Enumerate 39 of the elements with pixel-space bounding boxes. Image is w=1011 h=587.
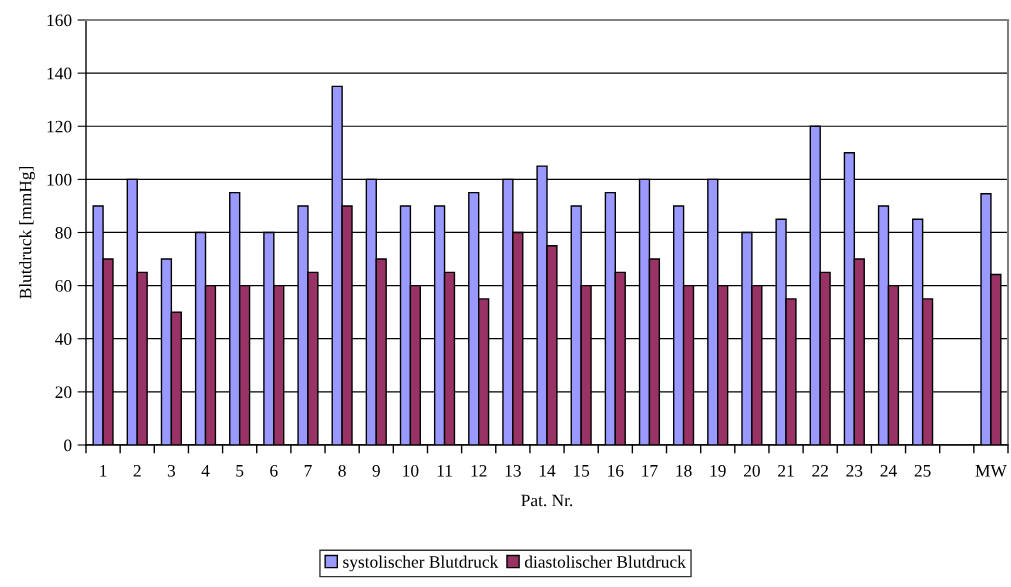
y-tick-label: 80 xyxy=(55,226,72,239)
x-tick-label: 19 xyxy=(710,465,726,477)
x-tick-label: 22 xyxy=(812,465,828,477)
y-axis-title: Blutdruck [mmHg] xyxy=(19,167,35,299)
x-tick-label: 15 xyxy=(573,465,590,477)
x-tick-label: 21 xyxy=(778,465,794,477)
x-tick-label: MW xyxy=(975,465,1007,477)
legend-label: diastolischer Blutdruck xyxy=(524,555,686,568)
x-tick-label: 23 xyxy=(846,465,863,477)
y-tick-label: 20 xyxy=(55,386,72,399)
x-tick-label: 3 xyxy=(167,465,176,477)
x-tick-label: 11 xyxy=(437,465,452,477)
x-tick-label: 24 xyxy=(880,465,897,477)
x-tick-label: 7 xyxy=(304,465,312,477)
x-tick-label: 14 xyxy=(539,465,556,477)
x-tick-label: 25 xyxy=(914,465,931,477)
x-tick-label: 13 xyxy=(505,465,521,477)
y-tick-label: 60 xyxy=(55,280,72,292)
x-tick-label: 9 xyxy=(372,465,380,477)
y-tick-label: 140 xyxy=(47,67,72,80)
x-tick-label: 8 xyxy=(338,464,346,477)
x-tick-label: 12 xyxy=(471,465,487,477)
legend-label: systolischer Blutdruck xyxy=(343,555,499,572)
y-tick-label: 40 xyxy=(55,333,72,345)
x-tick-label: 4 xyxy=(201,465,210,477)
y-tick-label: 100 xyxy=(47,173,72,186)
x-tick-label: 17 xyxy=(642,465,658,477)
x-tick-label: 5 xyxy=(236,465,244,477)
y-tick-label: 0 xyxy=(64,439,72,452)
x-tick-label: 18 xyxy=(676,464,692,477)
x-tick-label: 20 xyxy=(743,464,760,477)
x-tick-label: 1 xyxy=(100,465,107,477)
x-axis-title: Pat. Nr. xyxy=(521,494,573,507)
y-tick-label: 120 xyxy=(47,120,72,133)
x-tick-label: 16 xyxy=(608,465,624,477)
x-tick-label: 10 xyxy=(403,464,419,477)
x-tick-label: 6 xyxy=(270,465,278,477)
x-tick-label: 2 xyxy=(133,465,141,477)
y-tick-label: 160 xyxy=(47,14,72,27)
